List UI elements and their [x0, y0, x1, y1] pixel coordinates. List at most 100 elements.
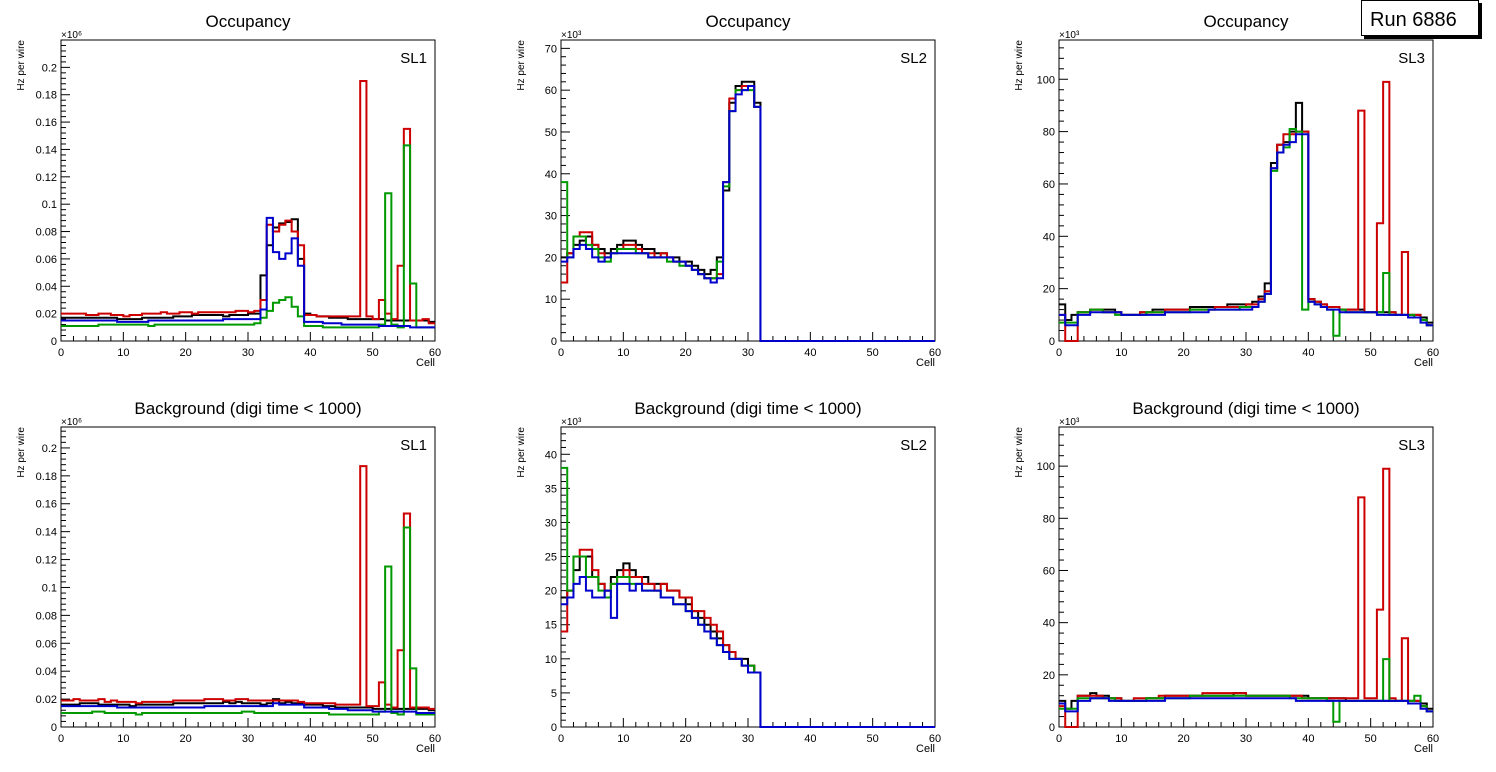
y-tick-label: 20: [1043, 670, 1055, 682]
y-tick-label: 0.04: [36, 666, 57, 678]
y-tick-label: 40: [545, 449, 557, 461]
x-axis-label: Cell: [1414, 743, 1433, 755]
plot-frame: [60, 39, 436, 342]
x-tick-label: 10: [617, 347, 629, 359]
y-multiplier: ×10⁶: [61, 417, 82, 428]
x-tick-label: 20: [1178, 733, 1190, 745]
x-tick-label: 60: [929, 347, 941, 359]
series-blue: [1059, 133, 1433, 327]
x-tick-label: 20: [1178, 347, 1190, 359]
superlayer-label: SL2: [900, 437, 927, 454]
x-tick-label: 0: [58, 347, 64, 359]
superlayer-label: SL3: [1398, 437, 1425, 454]
y-tick-label: 0.04: [36, 281, 57, 293]
series-red: [61, 80, 435, 325]
y-tick-label: 0.14: [36, 527, 57, 539]
series-green: [61, 144, 435, 329]
chart-panel-1: Occupancy SL1 ×10⁶ Hz per wire Cell 0 10 20 30 40…: [16, 12, 441, 369]
series-red: [61, 465, 435, 710]
y-tick-label: 0: [1049, 336, 1055, 348]
y-tick-label: 0: [1049, 722, 1055, 734]
series-red: [1059, 467, 1433, 728]
x-tick-label: 50: [867, 733, 879, 745]
x-tick-label: 40: [304, 733, 316, 745]
y-tick-label: 0.1: [42, 582, 57, 594]
x-tick-label: 30: [1240, 347, 1252, 359]
superlayer-label: SL1: [400, 437, 427, 454]
x-tick-label: 0: [58, 733, 64, 745]
y-multiplier: ×10³: [1059, 30, 1080, 41]
x-tick-label: 10: [117, 733, 129, 745]
x-tick-label: 30: [742, 347, 754, 359]
x-tick-label: 40: [304, 347, 316, 359]
y-tick-label: 0.06: [36, 638, 57, 650]
x-tick-label: 60: [429, 347, 441, 359]
y-tick-label: 0: [51, 722, 57, 734]
y-tick-label: 70: [545, 43, 557, 55]
y-tick-label: 20: [545, 586, 557, 598]
y-tick-label: 0: [551, 336, 557, 348]
x-tick-label: 50: [1365, 347, 1377, 359]
x-tick-label: 30: [242, 347, 254, 359]
y-multiplier: ×10³: [561, 417, 582, 428]
y-tick-label: 30: [545, 211, 557, 223]
y-tick-label: 40: [1043, 618, 1055, 630]
series-blue: [561, 84, 935, 342]
y-tick-label: 0.08: [36, 227, 57, 239]
x-tick-label: 50: [867, 347, 879, 359]
y-tick-label: 30: [545, 517, 557, 529]
x-axis-label: Cell: [416, 357, 435, 369]
x-tick-label: 10: [117, 347, 129, 359]
x-tick-label: 10: [1115, 733, 1127, 745]
series-green: [561, 89, 935, 342]
y-tick-label: 0.16: [36, 117, 57, 129]
y-tick-label: 15: [545, 620, 557, 632]
superlayer-label: SL3: [1398, 50, 1425, 67]
y-tick-label: 35: [545, 483, 557, 495]
y-tick-label: 60: [1043, 179, 1055, 191]
x-tick-label: 10: [1115, 347, 1127, 359]
y-tick-label: 0.02: [36, 694, 57, 706]
series-blue: [561, 576, 935, 728]
y-multiplier: ×10³: [1059, 417, 1080, 428]
series-green: [61, 526, 435, 716]
y-tick-label: 50: [545, 127, 557, 139]
chart-title: Occupancy: [705, 12, 791, 31]
y-tick-label: 100: [1037, 461, 1055, 473]
chart-title: Occupancy: [205, 12, 291, 31]
y-tick-label: 10: [545, 294, 557, 306]
y-tick-label: 5: [551, 688, 557, 700]
y-tick-label: 0.06: [36, 254, 57, 266]
y-tick-label: 0.1: [42, 199, 57, 211]
y-tick-label: 80: [1043, 127, 1055, 139]
y-tick-label: 25: [545, 552, 557, 564]
x-tick-label: 20: [680, 733, 692, 745]
x-tick-label: 50: [367, 347, 379, 359]
x-tick-label: 40: [804, 347, 816, 359]
series-blue: [1059, 697, 1433, 713]
chart-title: Background (digi time < 1000): [634, 399, 861, 418]
y-axis-label: Hz per wire: [516, 427, 527, 478]
x-tick-label: 60: [1427, 347, 1439, 359]
x-tick-label: 50: [367, 733, 379, 745]
series-black: [561, 80, 935, 342]
series-black: [61, 218, 435, 323]
chart-panel-3: Occupancy SL3 ×10³ Hz per wire Cell 0 10 20 30 40…: [1014, 12, 1439, 369]
x-tick-label: 60: [1427, 733, 1439, 745]
y-axis-label: Hz per wire: [1014, 427, 1025, 478]
y-tick-label: 40: [545, 169, 557, 181]
y-tick-label: 0.12: [36, 172, 57, 184]
series-red: [1059, 80, 1433, 342]
series-blue: [61, 216, 435, 329]
x-tick-label: 20: [680, 347, 692, 359]
y-tick-label: 100: [1037, 74, 1055, 86]
chart-panel-6: Background (digi time < 1000) SL3 ×10³ Hz p…: [1014, 399, 1439, 755]
chart-title: Background (digi time < 1000): [134, 399, 361, 418]
y-multiplier: ×10⁶: [61, 30, 82, 41]
x-tick-label: 0: [1056, 347, 1062, 359]
y-tick-label: 0.2: [42, 62, 57, 74]
y-tick-label: 0.02: [36, 309, 57, 321]
x-tick-label: 0: [558, 733, 564, 745]
x-tick-label: 0: [1056, 733, 1062, 745]
